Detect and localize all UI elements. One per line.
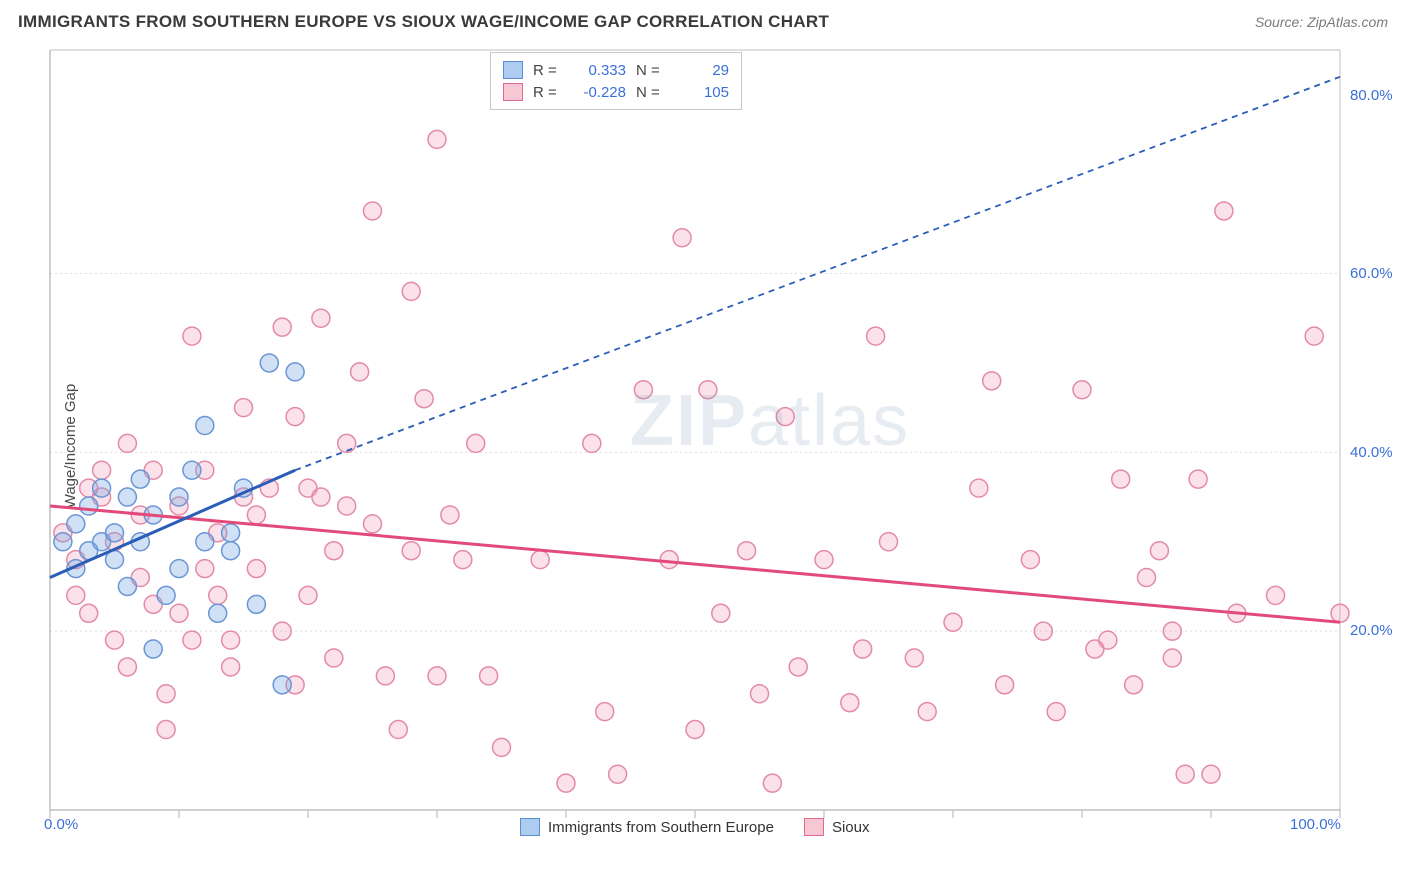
r-value: 0.333 <box>571 62 626 79</box>
source-label: Source: ZipAtlas.com <box>1255 14 1388 30</box>
legend-item: Sioux <box>804 818 870 836</box>
x-axis-tick-label: 100.0% <box>1290 816 1341 833</box>
legend-swatch-icon <box>503 83 523 101</box>
legend-label: Immigrants from Southern Europe <box>548 819 774 836</box>
chart-title: IMMIGRANTS FROM SOUTHERN EUROPE VS SIOUX… <box>18 12 829 31</box>
y-axis-tick-label: 40.0% <box>1350 444 1393 461</box>
n-label: N = <box>636 84 664 101</box>
legend-swatch-icon <box>520 818 540 836</box>
legend-swatch-icon <box>804 818 824 836</box>
legend-row: R = 0.333 N = 29 <box>503 59 729 81</box>
y-axis-tick-label: 60.0% <box>1350 265 1393 282</box>
r-value: -0.228 <box>571 84 626 101</box>
legend-row: R = -0.228 N = 105 <box>503 81 729 103</box>
series-legend: Immigrants from Southern Europe Sioux <box>520 818 869 836</box>
chart-header: IMMIGRANTS FROM SOUTHERN EUROPE VS SIOUX… <box>18 12 1388 42</box>
legend-label: Sioux <box>832 819 870 836</box>
legend-swatch-icon <box>503 61 523 79</box>
legend-item: Immigrants from Southern Europe <box>520 818 774 836</box>
scatter-plot <box>50 50 1340 840</box>
correlation-legend: R = 0.333 N = 29 R = -0.228 N = 105 <box>490 52 742 110</box>
y-axis-tick-label: 80.0% <box>1350 87 1393 104</box>
n-value: 29 <box>674 62 729 79</box>
x-axis-tick-label: 0.0% <box>44 816 78 833</box>
plot-container: ZIPatlas R = 0.333 N = 29 R = -0.228 N =… <box>50 50 1340 840</box>
y-axis-tick-label: 20.0% <box>1350 622 1393 639</box>
n-value: 105 <box>674 84 729 101</box>
n-label: N = <box>636 62 664 79</box>
r-label: R = <box>533 62 561 79</box>
r-label: R = <box>533 84 561 101</box>
